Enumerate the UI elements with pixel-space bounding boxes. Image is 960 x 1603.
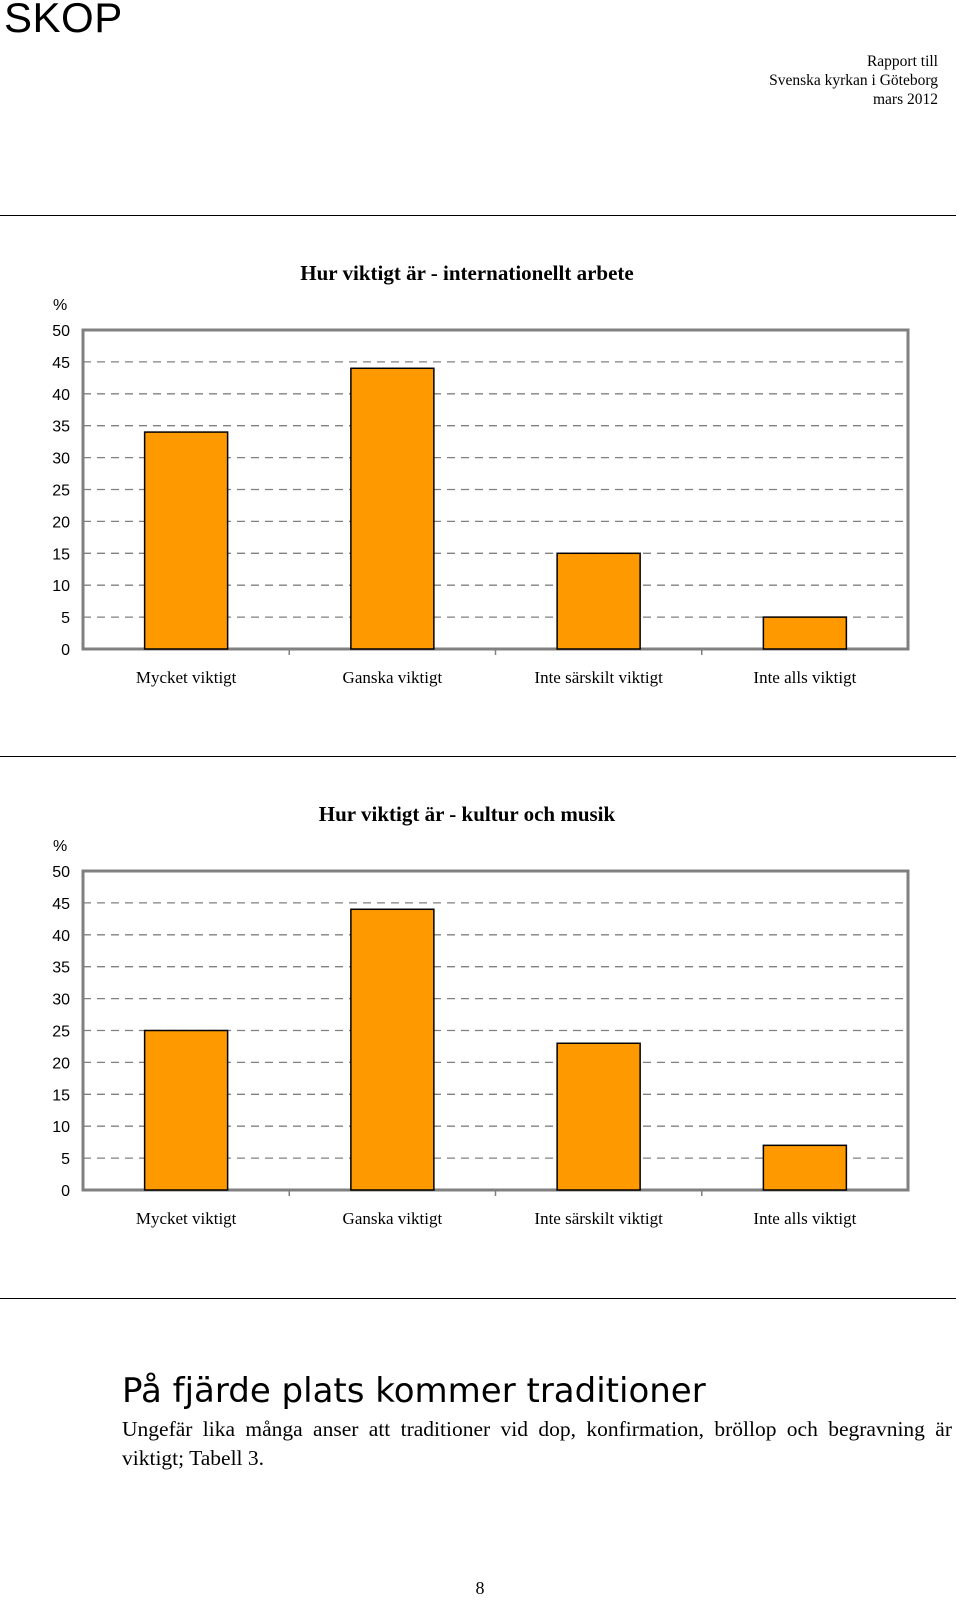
y-tick-label: 30 — [52, 992, 70, 1009]
x-category-label: Ganska viktigt — [343, 1209, 443, 1228]
report-line: Rapport till — [866, 53, 938, 70]
y-tick-label: 25 — [52, 483, 70, 500]
bar — [143, 431, 229, 650]
y-tick-label: 25 — [52, 1024, 70, 1041]
y-tick-label: 15 — [52, 1087, 70, 1104]
x-category-label: Inte alls viktigt — [753, 1209, 856, 1228]
y-tick-label: 40 — [52, 387, 70, 404]
bar — [350, 367, 435, 650]
y-axis-unit-label: % — [53, 838, 67, 855]
y-tick-label: 5 — [61, 1151, 70, 1168]
y-tick-label: 50 — [52, 864, 70, 881]
chart-title: Hur viktigt är - internationellt arbete — [300, 261, 633, 285]
chart-svg: Hur viktigt är - internationellt arbete%… — [52, 261, 910, 687]
divider-middle — [0, 756, 956, 757]
y-tick-label: 5 — [61, 610, 70, 627]
bar — [556, 1042, 641, 1191]
y-tick-label: 15 — [52, 546, 70, 563]
x-category-label: Inte särskilt viktigt — [534, 1209, 663, 1228]
chart-kultur-och-musik: Hur viktigt är - kultur och musik% 0 5 10 15… — [0, 796, 960, 1316]
y-tick-label: 0 — [61, 642, 70, 659]
bar — [350, 908, 435, 1191]
y-tick-label: 40 — [52, 928, 70, 945]
y-tick-label: 45 — [52, 896, 70, 913]
report-recipient-block: Rapport till Svenska kyrkan i Göteborg m… — [769, 52, 938, 109]
y-tick-label: 20 — [52, 1055, 70, 1072]
logo: SKOP — [4, 0, 123, 41]
chart-svg: Hur viktigt är - kultur och musik% 0 5 10 15… — [52, 802, 910, 1228]
x-category-label: Mycket viktigt — [136, 668, 237, 687]
y-axis-unit-label: % — [53, 297, 67, 314]
x-category-label: Mycket viktigt — [136, 1209, 237, 1228]
divider-bottom — [0, 1298, 956, 1299]
y-tick-label: 20 — [52, 514, 70, 531]
report-line: Svenska kyrkan i Göteborg — [769, 72, 938, 89]
report-date: mars 2012 — [872, 91, 938, 108]
divider-top — [0, 215, 956, 216]
page-number: 8 — [475, 1578, 485, 1598]
x-category-label: Ganska viktigt — [343, 668, 443, 687]
y-tick-label: 50 — [52, 323, 70, 340]
chart-title: Hur viktigt är - kultur och musik — [319, 802, 616, 826]
bar — [762, 616, 848, 650]
bar — [556, 552, 641, 650]
x-category-label: Inte särskilt viktigt — [534, 668, 663, 687]
y-tick-label: 0 — [61, 1183, 70, 1200]
y-tick-label: 30 — [52, 451, 70, 468]
y-tick-label: 10 — [52, 1119, 70, 1136]
y-tick-label: 10 — [52, 578, 70, 595]
bar — [762, 1144, 848, 1191]
y-tick-label: 45 — [52, 355, 70, 372]
x-category-label: Inte alls viktigt — [753, 668, 856, 687]
bar — [143, 1029, 229, 1191]
y-tick-label: 35 — [52, 960, 70, 977]
y-tick-label: 35 — [52, 419, 70, 436]
section-body-text: Ungefär lika många anser att traditioner… — [122, 1417, 952, 1470]
chart-internationellt-arbete: Hur viktigt är - internationellt arbete%… — [0, 255, 960, 775]
section-heading: På fjärde plats kommer traditioner — [122, 1371, 706, 1411]
